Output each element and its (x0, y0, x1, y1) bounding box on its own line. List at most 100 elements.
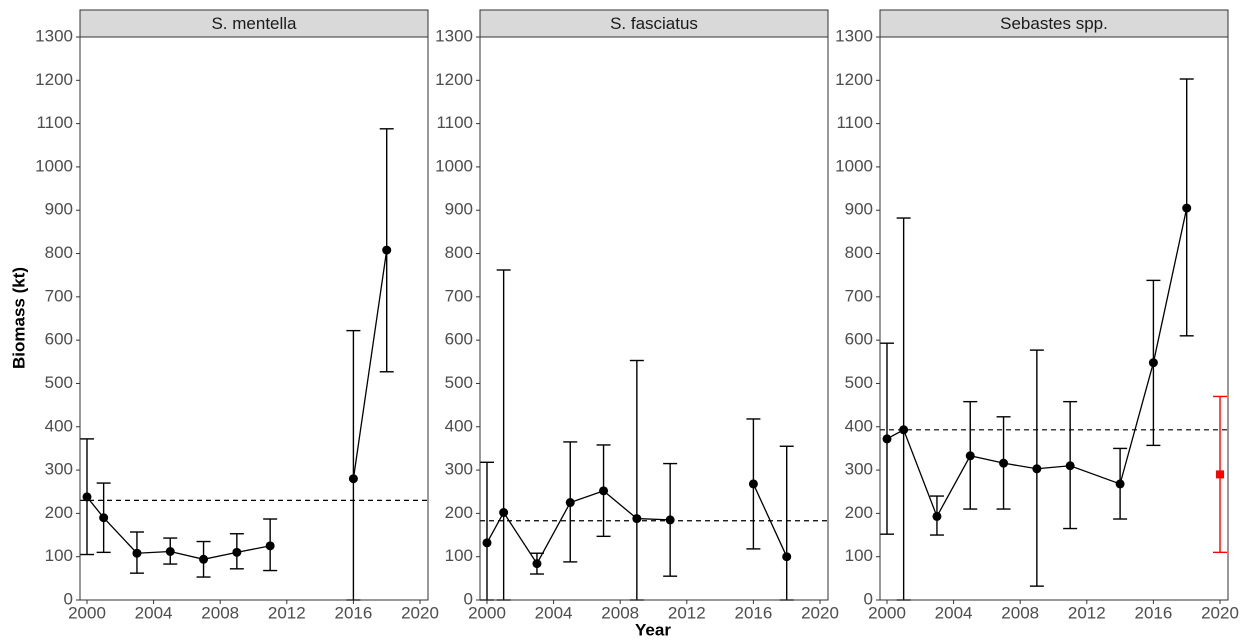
y-tick-label: 1200 (435, 70, 473, 89)
y-tick-label: 500 (845, 373, 873, 392)
y-tick-label: 0 (64, 589, 73, 608)
x-tick-label: 2016 (734, 603, 772, 622)
point (1065, 461, 1075, 471)
x-tick-label: 2000 (68, 603, 106, 622)
point (482, 538, 492, 548)
point (899, 425, 909, 435)
panel-title: Sebastes spp. (1000, 14, 1108, 33)
y-tick-label: 1300 (35, 26, 73, 45)
y-tick-label: 0 (464, 589, 473, 608)
point (199, 554, 209, 564)
y-tick-label: 600 (45, 330, 73, 349)
y-tick-label: 800 (445, 243, 473, 262)
y-tick-label: 300 (845, 460, 873, 479)
y-tick-label: 1300 (835, 26, 873, 45)
point (599, 486, 609, 496)
y-axis-label: Biomass (kt) (9, 267, 28, 369)
panel-background (480, 37, 828, 600)
point (499, 508, 509, 518)
y-tick-label: 700 (445, 286, 473, 305)
point (1216, 470, 1225, 479)
y-tick-label: 200 (45, 503, 73, 522)
y-tick-label: 200 (845, 503, 873, 522)
y-tick-label: 900 (445, 200, 473, 219)
y-tick-label: 1200 (35, 70, 73, 89)
point (999, 458, 1009, 468)
x-tick-label: 2008 (201, 603, 239, 622)
y-tick-label: 100 (45, 546, 73, 565)
x-tick-label: 2016 (1134, 603, 1172, 622)
x-tick-label: 2008 (1001, 603, 1039, 622)
x-tick-label: 2020 (1201, 603, 1239, 622)
x-tick-label: 2004 (135, 603, 173, 622)
y-tick-label: 300 (45, 460, 73, 479)
x-tick-label: 2004 (535, 603, 573, 622)
x-axis-label: Year (635, 620, 671, 639)
point (99, 513, 109, 523)
y-tick-label: 100 (445, 546, 473, 565)
point (132, 548, 142, 558)
point (882, 434, 892, 444)
y-tick-label: 0 (864, 589, 873, 608)
point (748, 479, 758, 489)
x-tick-label: 2004 (935, 603, 973, 622)
y-tick-label: 1200 (835, 70, 873, 89)
x-tick-label: 2020 (801, 603, 839, 622)
x-tick-label: 2012 (668, 603, 706, 622)
point (82, 492, 92, 502)
point (382, 245, 392, 255)
x-tick-label: 2012 (268, 603, 306, 622)
point (932, 511, 942, 521)
y-tick-label: 600 (845, 330, 873, 349)
y-tick-label: 300 (445, 460, 473, 479)
point (565, 498, 575, 508)
point (1182, 203, 1192, 213)
point (632, 514, 642, 524)
x-tick-label: 2012 (1068, 603, 1106, 622)
panel-background (880, 37, 1228, 600)
x-tick-label: 2000 (868, 603, 906, 622)
point (665, 515, 675, 525)
panel-background (80, 37, 428, 600)
y-tick-label: 500 (45, 373, 73, 392)
point (782, 552, 792, 562)
point (532, 559, 542, 569)
y-tick-label: 200 (445, 503, 473, 522)
point (165, 546, 175, 556)
y-tick-label: 400 (845, 416, 873, 435)
strip (79, 9, 429, 38)
y-tick-label: 800 (845, 243, 873, 262)
x-tick-label: 2008 (601, 603, 639, 622)
panel-title: S. fasciatus (610, 14, 698, 33)
y-tick-label: 700 (45, 286, 73, 305)
y-tick-label: 500 (445, 373, 473, 392)
point (1115, 479, 1125, 489)
point (1148, 358, 1158, 368)
y-tick-label: 1100 (836, 113, 873, 132)
y-tick-label: 1000 (435, 156, 473, 175)
y-tick-label: 1100 (436, 113, 473, 132)
point (348, 474, 358, 484)
x-tick-label: 2000 (468, 603, 506, 622)
panel-title: S. mentella (211, 14, 297, 33)
y-tick-label: 400 (45, 416, 73, 435)
y-tick-label: 1000 (35, 156, 73, 175)
x-tick-label: 2020 (401, 603, 439, 622)
x-tick-label: 2016 (334, 603, 372, 622)
y-tick-label: 1100 (36, 113, 73, 132)
y-tick-label: 400 (445, 416, 473, 435)
y-tick-label: 100 (845, 546, 873, 565)
panel-border (479, 36, 829, 601)
y-tick-label: 900 (845, 200, 873, 219)
y-tick-label: 600 (445, 330, 473, 349)
y-tick-label: 900 (45, 200, 73, 219)
y-tick-label: 700 (845, 286, 873, 305)
y-tick-label: 1300 (435, 26, 473, 45)
point (265, 541, 275, 551)
point (232, 547, 242, 557)
point (1032, 464, 1042, 474)
panel-border (79, 36, 429, 601)
series-line (886, 207, 1188, 518)
